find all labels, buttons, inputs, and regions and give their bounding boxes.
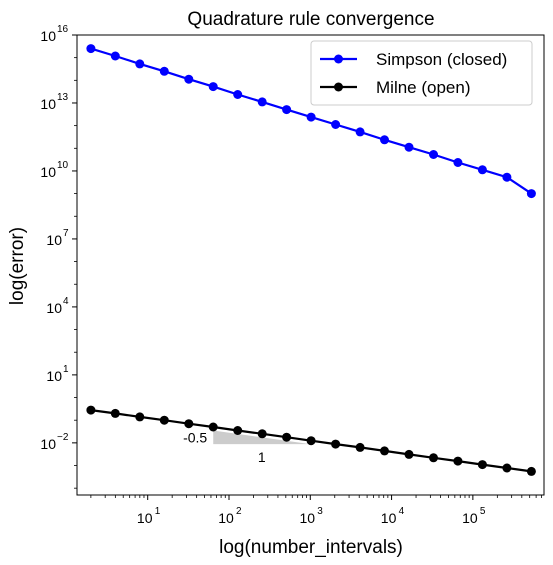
series-1-point xyxy=(380,446,389,456)
y-tick-label: 10 xyxy=(46,368,62,384)
y-axis-label: log(error) xyxy=(7,227,28,305)
series-0-point xyxy=(306,112,316,122)
series-0-point xyxy=(331,120,341,129)
x-tick-label: 10 xyxy=(381,510,397,526)
series-1-point xyxy=(331,439,341,449)
y-tick-label: 10 xyxy=(40,96,56,112)
series-1-point xyxy=(526,466,536,476)
series-0-point xyxy=(282,105,292,115)
series-0-point xyxy=(355,127,365,137)
series-0-point xyxy=(159,66,169,76)
chart-title: Quadrature rule convergence xyxy=(187,9,434,30)
series-1-point xyxy=(233,426,243,435)
series-1-point xyxy=(86,405,96,415)
slope-rise-label: -0.5 xyxy=(183,429,207,445)
legend: Simpson (closed) Milne (open) xyxy=(310,40,533,106)
x-tick-exponent: 2 xyxy=(236,506,242,517)
series-0-point xyxy=(502,172,512,182)
series-1-point xyxy=(404,449,414,459)
series-1-point xyxy=(429,453,438,463)
series-0-point xyxy=(380,135,389,145)
y-tick-exponent: 13 xyxy=(57,92,69,103)
series-0-point xyxy=(453,158,463,167)
y-tick-label: 10 xyxy=(40,28,56,44)
series-0-point xyxy=(429,150,438,159)
y-tick-exponent: 10 xyxy=(57,160,69,171)
series-1-point xyxy=(477,460,487,470)
series-1-point xyxy=(257,429,267,439)
series-1-point xyxy=(159,415,169,425)
legend-box xyxy=(310,40,533,106)
legend-marker-0 xyxy=(334,54,343,64)
series-1-point xyxy=(306,436,316,446)
y-tick-label: 10 xyxy=(40,436,56,452)
x-tick-label: 10 xyxy=(462,510,478,526)
series-1-point xyxy=(184,419,194,429)
series-1-point xyxy=(208,422,218,432)
series-0-point xyxy=(257,97,267,107)
x-tick-label: 10 xyxy=(299,510,315,526)
x-tick-exponent: 3 xyxy=(317,506,323,517)
series-0-point xyxy=(477,165,487,175)
series-0-point xyxy=(184,74,194,84)
y-tick-label: 10 xyxy=(46,232,62,248)
series-1-point xyxy=(453,456,463,466)
y-tick-exponent: 16 xyxy=(57,24,69,35)
series-0-point xyxy=(526,189,536,199)
x-tick-exponent: 1 xyxy=(155,506,161,517)
x-tick-exponent: 4 xyxy=(399,506,405,517)
y-tick-exponent: −2 xyxy=(57,432,69,443)
series-0-point xyxy=(233,90,243,99)
y-tick-label: 10 xyxy=(46,300,62,316)
series-1-point xyxy=(135,412,145,422)
series-1-point xyxy=(355,442,365,452)
series-0-point xyxy=(135,59,145,69)
series-0-point xyxy=(404,142,414,152)
x-axis-label: log(number_intervals) xyxy=(219,537,403,558)
slope-run-label: 1 xyxy=(258,449,266,465)
legend-label-1: Milne (open) xyxy=(376,78,471,97)
series-0-point xyxy=(208,82,218,92)
series-0-point xyxy=(86,44,96,54)
series-1-point xyxy=(282,432,292,442)
y-tick-exponent: 7 xyxy=(63,228,69,239)
plot-area: -0.5 1 xyxy=(86,44,536,476)
legend-marker-1 xyxy=(334,82,343,92)
x-axis: 10 1 10 2 10 3 10 4 10 5 xyxy=(90,495,542,526)
y-tick-exponent: 4 xyxy=(63,296,69,307)
series-1-point xyxy=(502,463,512,473)
x-tick-label: 10 xyxy=(137,510,153,526)
y-tick-label: 10 xyxy=(40,164,56,180)
x-tick-exponent: 5 xyxy=(480,506,486,517)
series-0-point xyxy=(110,51,120,61)
legend-label-0: Simpson (closed) xyxy=(376,50,507,69)
y-tick-exponent: 1 xyxy=(63,364,69,375)
x-tick-label: 10 xyxy=(218,510,234,526)
series-1-point xyxy=(110,408,120,418)
